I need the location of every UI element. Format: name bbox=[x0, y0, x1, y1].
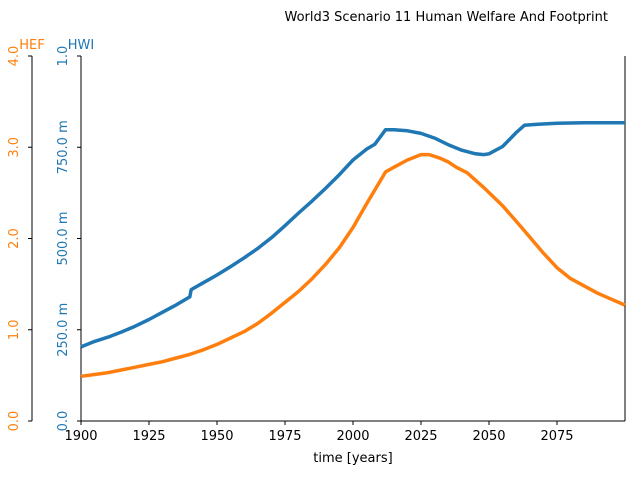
x-tick-label: 1925 bbox=[132, 429, 165, 444]
hwi-tick-label: 1.0 bbox=[56, 46, 71, 67]
chart-title: World3 Scenario 11 Human Welfare And Foo… bbox=[284, 10, 608, 25]
series-line-hwi bbox=[80, 121, 625, 349]
series-layer bbox=[80, 121, 626, 379]
x-tick-label: 2000 bbox=[336, 429, 369, 444]
hef-tick-label: 2.0 bbox=[7, 228, 22, 249]
x-axis-label: time [years] bbox=[313, 451, 392, 466]
hef-tick-label: 4.0 bbox=[7, 46, 22, 67]
hwi-tick-label: 0.0 bbox=[56, 411, 71, 432]
series-line-hef bbox=[80, 152, 626, 379]
hwi-tick-label: 250.0 m bbox=[56, 303, 71, 357]
hwi-tick-label: 500.0 m bbox=[56, 211, 71, 265]
x-tick-label: 1900 bbox=[64, 429, 97, 444]
hef-tick-label: 1.0 bbox=[7, 319, 22, 340]
hwi-axis-label: HWI bbox=[68, 38, 94, 53]
axes-layer: 1900 1925 1950 1975 2000 2025 2050 2075 0.0 250.0… bbox=[7, 46, 626, 444]
x-tick-label: 2075 bbox=[540, 429, 573, 444]
x-tick-label: 2025 bbox=[404, 429, 437, 444]
x-tick-label: 2050 bbox=[472, 429, 505, 444]
hef-tick-label: 3.0 bbox=[7, 137, 22, 158]
hwi-tick-label: 750.0 m bbox=[56, 120, 71, 174]
x-tick-label: 1975 bbox=[268, 429, 301, 444]
hef-tick-label: 0.0 bbox=[7, 411, 22, 432]
x-tick-label: 1950 bbox=[200, 429, 233, 444]
hef-axis-label: HEF bbox=[19, 38, 44, 53]
